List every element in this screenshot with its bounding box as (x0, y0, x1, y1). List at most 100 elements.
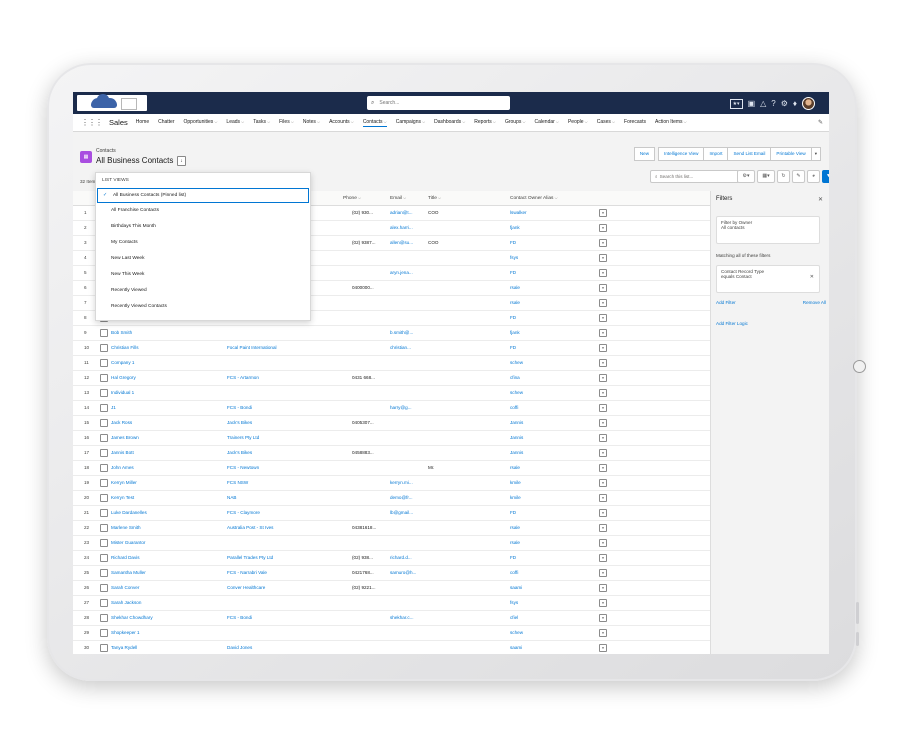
row-checkbox[interactable] (100, 374, 108, 382)
owner-column-header[interactable]: Contact Owner Alias (510, 195, 558, 201)
nav-tab-reports[interactable]: Reports (474, 119, 496, 127)
account-name-link[interactable]: FCS - Bondi (227, 615, 253, 620)
bell-icon[interactable]: ♦ (792, 98, 797, 108)
row-actions-chevron-icon[interactable]: ▾ (599, 239, 607, 247)
row-actions-chevron-icon[interactable]: ▾ (599, 329, 607, 337)
row-checkbox[interactable] (100, 329, 108, 337)
contact-name-link[interactable]: Kerryn Miller (111, 480, 137, 485)
row-checkbox[interactable] (100, 599, 108, 607)
intelligence-view-button[interactable]: Intelligence View (658, 147, 705, 161)
contact-name-link[interactable]: Richard Davis (111, 555, 140, 560)
remove-all-link[interactable]: Remove All (802, 300, 826, 305)
account-name-link[interactable]: FCS - Artarmon (227, 375, 259, 380)
email-link[interactable]: richard.d... (390, 555, 412, 560)
email-link[interactable]: shekhar.c... (390, 615, 414, 620)
list-view-option[interactable]: Recently Viewed Contacts (96, 299, 310, 315)
list-view-option[interactable]: New This Week (96, 267, 310, 283)
nav-tab-opportunities[interactable]: Opportunities (184, 119, 218, 127)
nav-tab-cases[interactable]: Cases (597, 119, 615, 127)
email-link[interactable]: christian... (390, 345, 411, 350)
contact-name-link[interactable]: Samantha Muller (111, 570, 146, 575)
row-actions-chevron-icon[interactable]: ▾ (599, 344, 607, 352)
row-actions-chevron-icon[interactable]: ▾ (599, 434, 607, 442)
email-link[interactable]: allen@su... (390, 240, 414, 245)
global-search[interactable]: ⌕ (367, 96, 510, 110)
gear-icon[interactable]: ⚙ (780, 98, 788, 108)
owner-alias-link[interactable]: saami (510, 585, 523, 590)
global-search-input[interactable] (377, 99, 502, 107)
nav-tab-home[interactable]: Home (135, 118, 150, 125)
row-checkbox[interactable] (100, 509, 108, 517)
row-actions-chevron-icon[interactable]: ▾ (599, 359, 607, 367)
row-actions-chevron-icon[interactable]: ▾ (599, 449, 607, 457)
trailhead-icon[interactable]: △ (760, 98, 767, 108)
row-checkbox[interactable] (100, 434, 108, 442)
email-link[interactable]: samuro@h... (390, 570, 417, 575)
account-name-link[interactable]: FCS - Narrabri Vale (227, 570, 267, 575)
account-name-link[interactable]: Trainers Pty Ltd (227, 435, 260, 440)
contact-name-link[interactable]: Luke Dardanelles (111, 510, 147, 515)
new-button[interactable]: New (633, 147, 656, 161)
row-actions-chevron-icon[interactable]: ▾ (599, 629, 607, 637)
nav-tab-tasks[interactable]: Tasks (253, 119, 270, 127)
email-link[interactable]: kerryn.mi... (390, 480, 413, 485)
list-view-selector[interactable]: All Business Contacts▼ (96, 156, 182, 165)
contact-name-link[interactable]: J1 (111, 405, 116, 410)
row-actions-chevron-icon[interactable]: ▾ (599, 614, 607, 622)
owner-alias-link[interactable]: rsale (510, 525, 520, 530)
row-checkbox[interactable] (100, 449, 108, 457)
contact-name-link[interactable]: Sarah Conver (111, 585, 140, 590)
owner-alias-link[interactable]: FD (510, 555, 517, 560)
company-logo[interactable] (77, 94, 147, 111)
account-name-link[interactable]: Jack's Bikes (227, 450, 253, 455)
owner-alias-link[interactable]: FD (510, 240, 517, 245)
row-actions-chevron-icon[interactable]: ▾ (599, 554, 607, 562)
account-name-link[interactable]: NAB (227, 495, 237, 500)
send-list-email-button[interactable]: Send List Email (727, 147, 772, 161)
nav-tab-campaigns[interactable]: Campaigns (396, 119, 425, 127)
nav-tab-people[interactable]: People (568, 119, 588, 127)
owner-alias-link[interactable]: fsys (510, 600, 519, 605)
list-view-option[interactable]: New Last Week (96, 251, 310, 267)
close-icon[interactable]: ✕ (817, 197, 823, 203)
owner-alias-link[interactable]: rsale (510, 300, 520, 305)
row-checkbox[interactable] (100, 404, 108, 412)
nav-tab-contacts[interactable]: Contacts (362, 119, 387, 127)
contact-name-link[interactable]: Mister Guarantor (111, 540, 146, 545)
more-actions-chevron-icon[interactable]: ▾ (810, 147, 821, 161)
row-checkbox[interactable] (100, 554, 108, 562)
row-checkbox[interactable] (100, 614, 108, 622)
row-checkbox[interactable] (100, 359, 108, 367)
global-actions-icon[interactable]: ▣ (747, 98, 756, 108)
nav-tab-leads[interactable]: Leads (226, 119, 244, 127)
list-settings-icon[interactable]: ⚙▾ (737, 170, 755, 183)
nav-tab-groups[interactable]: Groups (505, 119, 526, 127)
email-link[interactable]: demo@fr... (390, 495, 413, 500)
contact-name-link[interactable]: Marlene Smith (111, 525, 141, 530)
nav-tab-calendar[interactable]: Calendar (535, 119, 559, 127)
contact-name-link[interactable]: James Brown (111, 435, 139, 440)
edit-nav-icon[interactable]: ✎ (817, 120, 823, 126)
contact-name-link[interactable]: Tanya Rydell (111, 645, 138, 650)
row-checkbox[interactable] (100, 344, 108, 352)
nav-tab-chatter[interactable]: Chatter (158, 118, 175, 125)
list-view-option[interactable]: All Franchise Contacts (96, 203, 310, 219)
row-actions-chevron-icon[interactable]: ▾ (599, 419, 607, 427)
account-name-link[interactable]: FCS - Claymore (227, 510, 260, 515)
owner-alias-link[interactable]: Jannis (510, 435, 524, 440)
email-link[interactable]: lb@gmail... (390, 510, 414, 515)
nav-tab-accounts[interactable]: Accounts (329, 119, 354, 127)
import-button[interactable]: Import (703, 147, 729, 161)
printable-view-button[interactable]: Printable View (770, 147, 812, 161)
nav-tab-forecasts[interactable]: Forecasts (624, 118, 646, 125)
email-link[interactable]: adrian@t... (390, 210, 413, 215)
account-name-link[interactable]: Parallel Trades Pty Ltd (227, 555, 274, 560)
owner-alias-link[interactable]: schew (510, 630, 524, 635)
row-actions-chevron-icon[interactable]: ▾ (599, 374, 607, 382)
row-checkbox[interactable] (100, 569, 108, 577)
row-checkbox[interactable] (100, 644, 108, 652)
contact-name-link[interactable]: Bob Smith (111, 330, 133, 335)
account-name-link[interactable]: FCS NSW (227, 480, 249, 485)
owner-alias-link[interactable]: schew (510, 360, 524, 365)
owner-alias-link[interactable]: schew (510, 390, 524, 395)
